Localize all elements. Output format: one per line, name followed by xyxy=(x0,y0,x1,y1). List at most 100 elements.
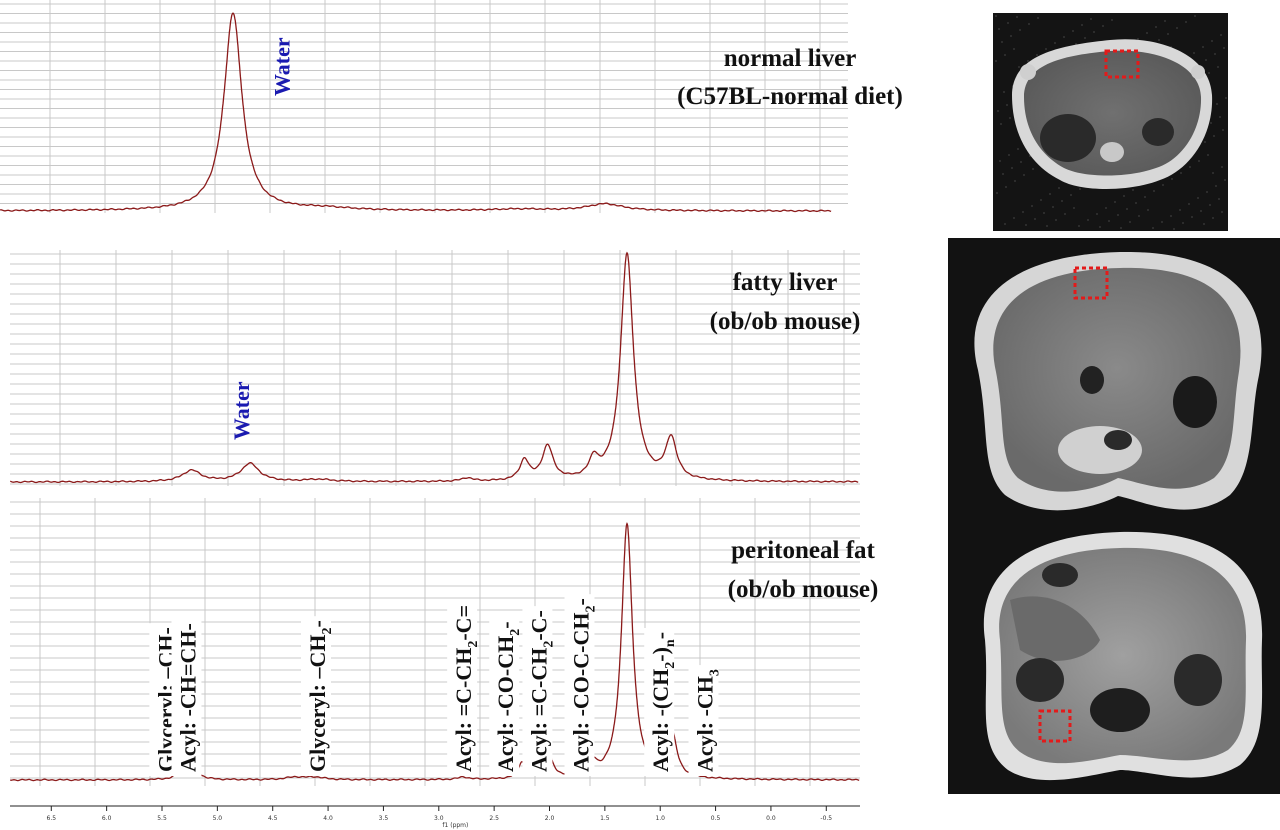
mri-noise xyxy=(1028,23,1030,25)
mri-noise xyxy=(1205,59,1207,61)
mri-noise xyxy=(1017,148,1019,150)
mri-noise xyxy=(1111,19,1113,21)
peak-assignment-label: Glyceryl: –CH2- xyxy=(301,616,335,776)
mri-noise xyxy=(1022,211,1024,213)
x-tick-label: 5.5 xyxy=(157,815,167,822)
peak-assignment-label: Acyl: -CO-CH2- xyxy=(489,617,523,776)
mri-noise xyxy=(1171,178,1173,180)
mri-noise xyxy=(1182,222,1184,224)
mri-noise xyxy=(1204,141,1206,143)
mri-noise xyxy=(1147,209,1149,211)
chart-title-fatty-liver-line2: (ob/ob mouse) xyxy=(710,308,861,335)
spectrum-panel-normal-liver: Water xyxy=(0,0,848,213)
mri-noise xyxy=(1020,161,1022,163)
mri-noise xyxy=(1180,172,1182,174)
x-tick-label: 6.0 xyxy=(102,815,112,822)
x-tick-label: -0.5 xyxy=(820,815,832,822)
mri-noise xyxy=(1219,116,1221,118)
grid xyxy=(0,0,848,213)
mri-noise xyxy=(1023,174,1025,176)
mri-noise xyxy=(998,28,1000,30)
x-tick-label: 0.0 xyxy=(766,815,776,822)
label-part: n xyxy=(663,639,678,647)
label-part: -C= xyxy=(451,605,476,641)
mri-noise xyxy=(1221,166,1223,168)
mri-noise xyxy=(1006,104,1008,106)
label-background xyxy=(489,617,520,776)
spectrum-trace xyxy=(10,522,860,782)
mri-noise xyxy=(1167,33,1169,35)
mri-noise xyxy=(1064,213,1066,215)
mri-noise xyxy=(1170,215,1172,217)
mri-noise xyxy=(1129,221,1131,223)
mri-noise xyxy=(1078,225,1080,227)
chart-title-normal-liver-line2: (C57BL-normal diet) xyxy=(677,83,903,110)
mri-noise xyxy=(1217,66,1219,68)
label-background xyxy=(447,600,478,776)
mri-noise xyxy=(1222,129,1224,131)
mri-noise xyxy=(1070,194,1072,196)
label-part: -C- xyxy=(526,610,551,641)
mri-noise xyxy=(1155,26,1157,28)
spectrum-trace xyxy=(0,12,832,213)
peak-assignment-text: Acyl: -CO-CH2- xyxy=(493,621,523,772)
mri-noise xyxy=(1019,29,1021,31)
peak-assignment-text: Acyl: =C-CH2-C- xyxy=(526,610,556,772)
mri-noise xyxy=(1137,38,1139,40)
mri-noise xyxy=(1120,227,1122,229)
mri-noise xyxy=(1046,225,1048,227)
mri-noise xyxy=(997,110,999,112)
mri-noise xyxy=(1213,135,1215,137)
label-part: Acyl: -CO-CH xyxy=(493,636,518,772)
peak-assignment-text: Acyl: -(CH2-)n- xyxy=(648,632,678,772)
peak-assignment-label: Acyl: =C-CH2-C= xyxy=(447,600,481,776)
mri-noise xyxy=(1200,210,1202,212)
mri-noise xyxy=(1003,91,1005,93)
mri-noise xyxy=(1198,160,1200,162)
label-part: - xyxy=(305,620,330,627)
mri-noise xyxy=(1135,202,1137,204)
peak-assignment-label: Acyl: -CH3 xyxy=(688,665,723,776)
label-part: 2 xyxy=(466,641,481,648)
label-part: 2 xyxy=(508,629,523,636)
label-part: Acyl: -CH xyxy=(693,676,718,772)
peak-assignment-label: Acyl: -(CH2-)n- xyxy=(644,627,678,776)
mri-noise xyxy=(1164,20,1166,22)
peak-assignment-text: Acyl: -CO-C-CH2- xyxy=(569,598,599,772)
spectrum-trace xyxy=(10,251,859,484)
mri-noise xyxy=(1105,207,1107,209)
mri-noise xyxy=(1072,30,1074,32)
fatty-liver-mri-image xyxy=(948,238,1280,536)
mri-noise xyxy=(1010,35,1012,37)
mri-noise xyxy=(1061,200,1063,202)
chart-title-peritoneal-fat-line2: (ob/ob mouse) xyxy=(728,576,879,603)
peak-assignment-label: Acyl: =C-CH2-C- xyxy=(522,606,556,776)
mri-noise xyxy=(1102,25,1104,27)
water-label: Water xyxy=(229,381,254,440)
peak-assignment-label: Acyl: -CO-C-CH2- xyxy=(564,594,599,776)
mri-noise xyxy=(1207,154,1209,156)
mri-noise xyxy=(1043,212,1045,214)
mri-noise xyxy=(1126,208,1128,210)
label-background xyxy=(688,665,719,776)
mri-noise xyxy=(1004,54,1006,56)
chart-title-fatty-liver-line1: fatty liver xyxy=(733,269,838,296)
x-tick-label: 2.0 xyxy=(545,815,555,822)
mri-noise xyxy=(1210,122,1212,124)
mri-noise xyxy=(1009,117,1011,119)
label-background xyxy=(301,616,331,776)
mri-noise xyxy=(1031,205,1033,207)
mri-noise xyxy=(1114,201,1116,203)
mri-noise xyxy=(1132,189,1134,191)
label-background xyxy=(522,606,553,776)
mri-noise xyxy=(1208,72,1210,74)
x-tick-label: 0.5 xyxy=(711,815,721,822)
mri-noise xyxy=(1084,37,1086,39)
mri-noise xyxy=(1146,32,1148,34)
grid xyxy=(10,250,860,486)
mri-noise xyxy=(1032,168,1034,170)
mri-noise xyxy=(1209,204,1211,206)
mri-noise xyxy=(1176,27,1178,29)
label-part: 2 xyxy=(541,641,556,648)
x-tick-label: 6.5 xyxy=(47,815,57,822)
